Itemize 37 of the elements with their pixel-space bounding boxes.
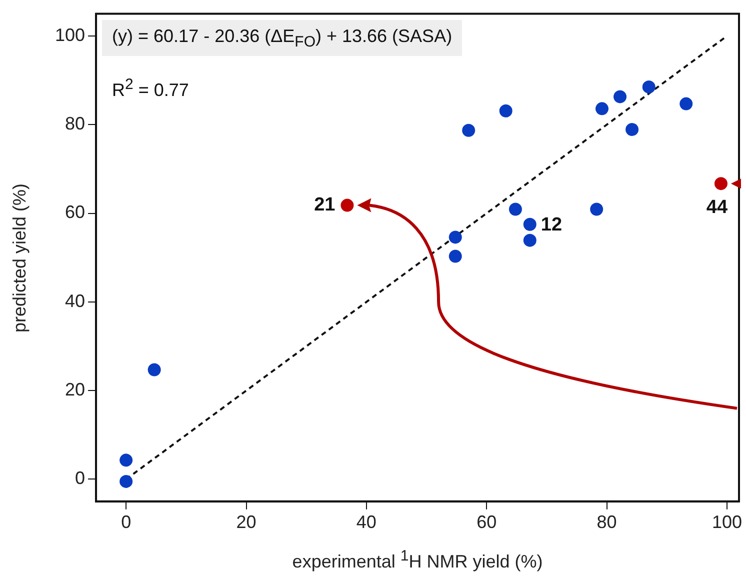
point <box>448 230 462 244</box>
point <box>508 202 522 216</box>
point <box>120 474 133 488</box>
x-tick-label: 100 <box>712 512 742 532</box>
x-tick-label: 40 <box>356 512 376 532</box>
y-tick-label: 20 <box>65 380 86 400</box>
y-tick-label: 100 <box>54 24 86 45</box>
x-tick-label: 80 <box>596 512 617 532</box>
annotation: (y) = 60.17 - 20.36 (ΔE$_{FO}$) + 13.66 (SASA) <box>102 20 462 56</box>
y-tick-label: 80 <box>65 114 86 134</box>
point <box>499 104 512 118</box>
annotation: 21 <box>314 194 336 216</box>
point <box>120 454 133 467</box>
point <box>642 80 656 94</box>
point <box>148 363 161 376</box>
x-axis-title: experimental $^{1}$H NMR yield (%) <box>292 548 543 572</box>
annotation: 44 <box>706 196 728 218</box>
point <box>462 124 476 137</box>
y-tick-label: 60 <box>65 202 86 222</box>
point <box>714 177 728 190</box>
point <box>340 198 354 212</box>
point <box>626 122 639 136</box>
point <box>523 234 536 247</box>
point <box>614 90 627 104</box>
point <box>680 97 693 110</box>
annotation: R$^{2}$ = 0.77 <box>112 76 189 101</box>
point <box>448 250 462 263</box>
y-tick-label: 0 <box>75 468 86 488</box>
y-axis-title: predicted yield (%) <box>10 183 30 332</box>
point <box>595 102 608 116</box>
x-tick-label: 20 <box>236 512 256 532</box>
annotation: 12 <box>540 214 562 236</box>
x-tick-label: 60 <box>476 512 497 532</box>
point <box>590 202 604 216</box>
point <box>523 218 536 231</box>
x-tick-label: 0 <box>121 512 132 532</box>
y-tick-label: 40 <box>65 290 86 311</box>
